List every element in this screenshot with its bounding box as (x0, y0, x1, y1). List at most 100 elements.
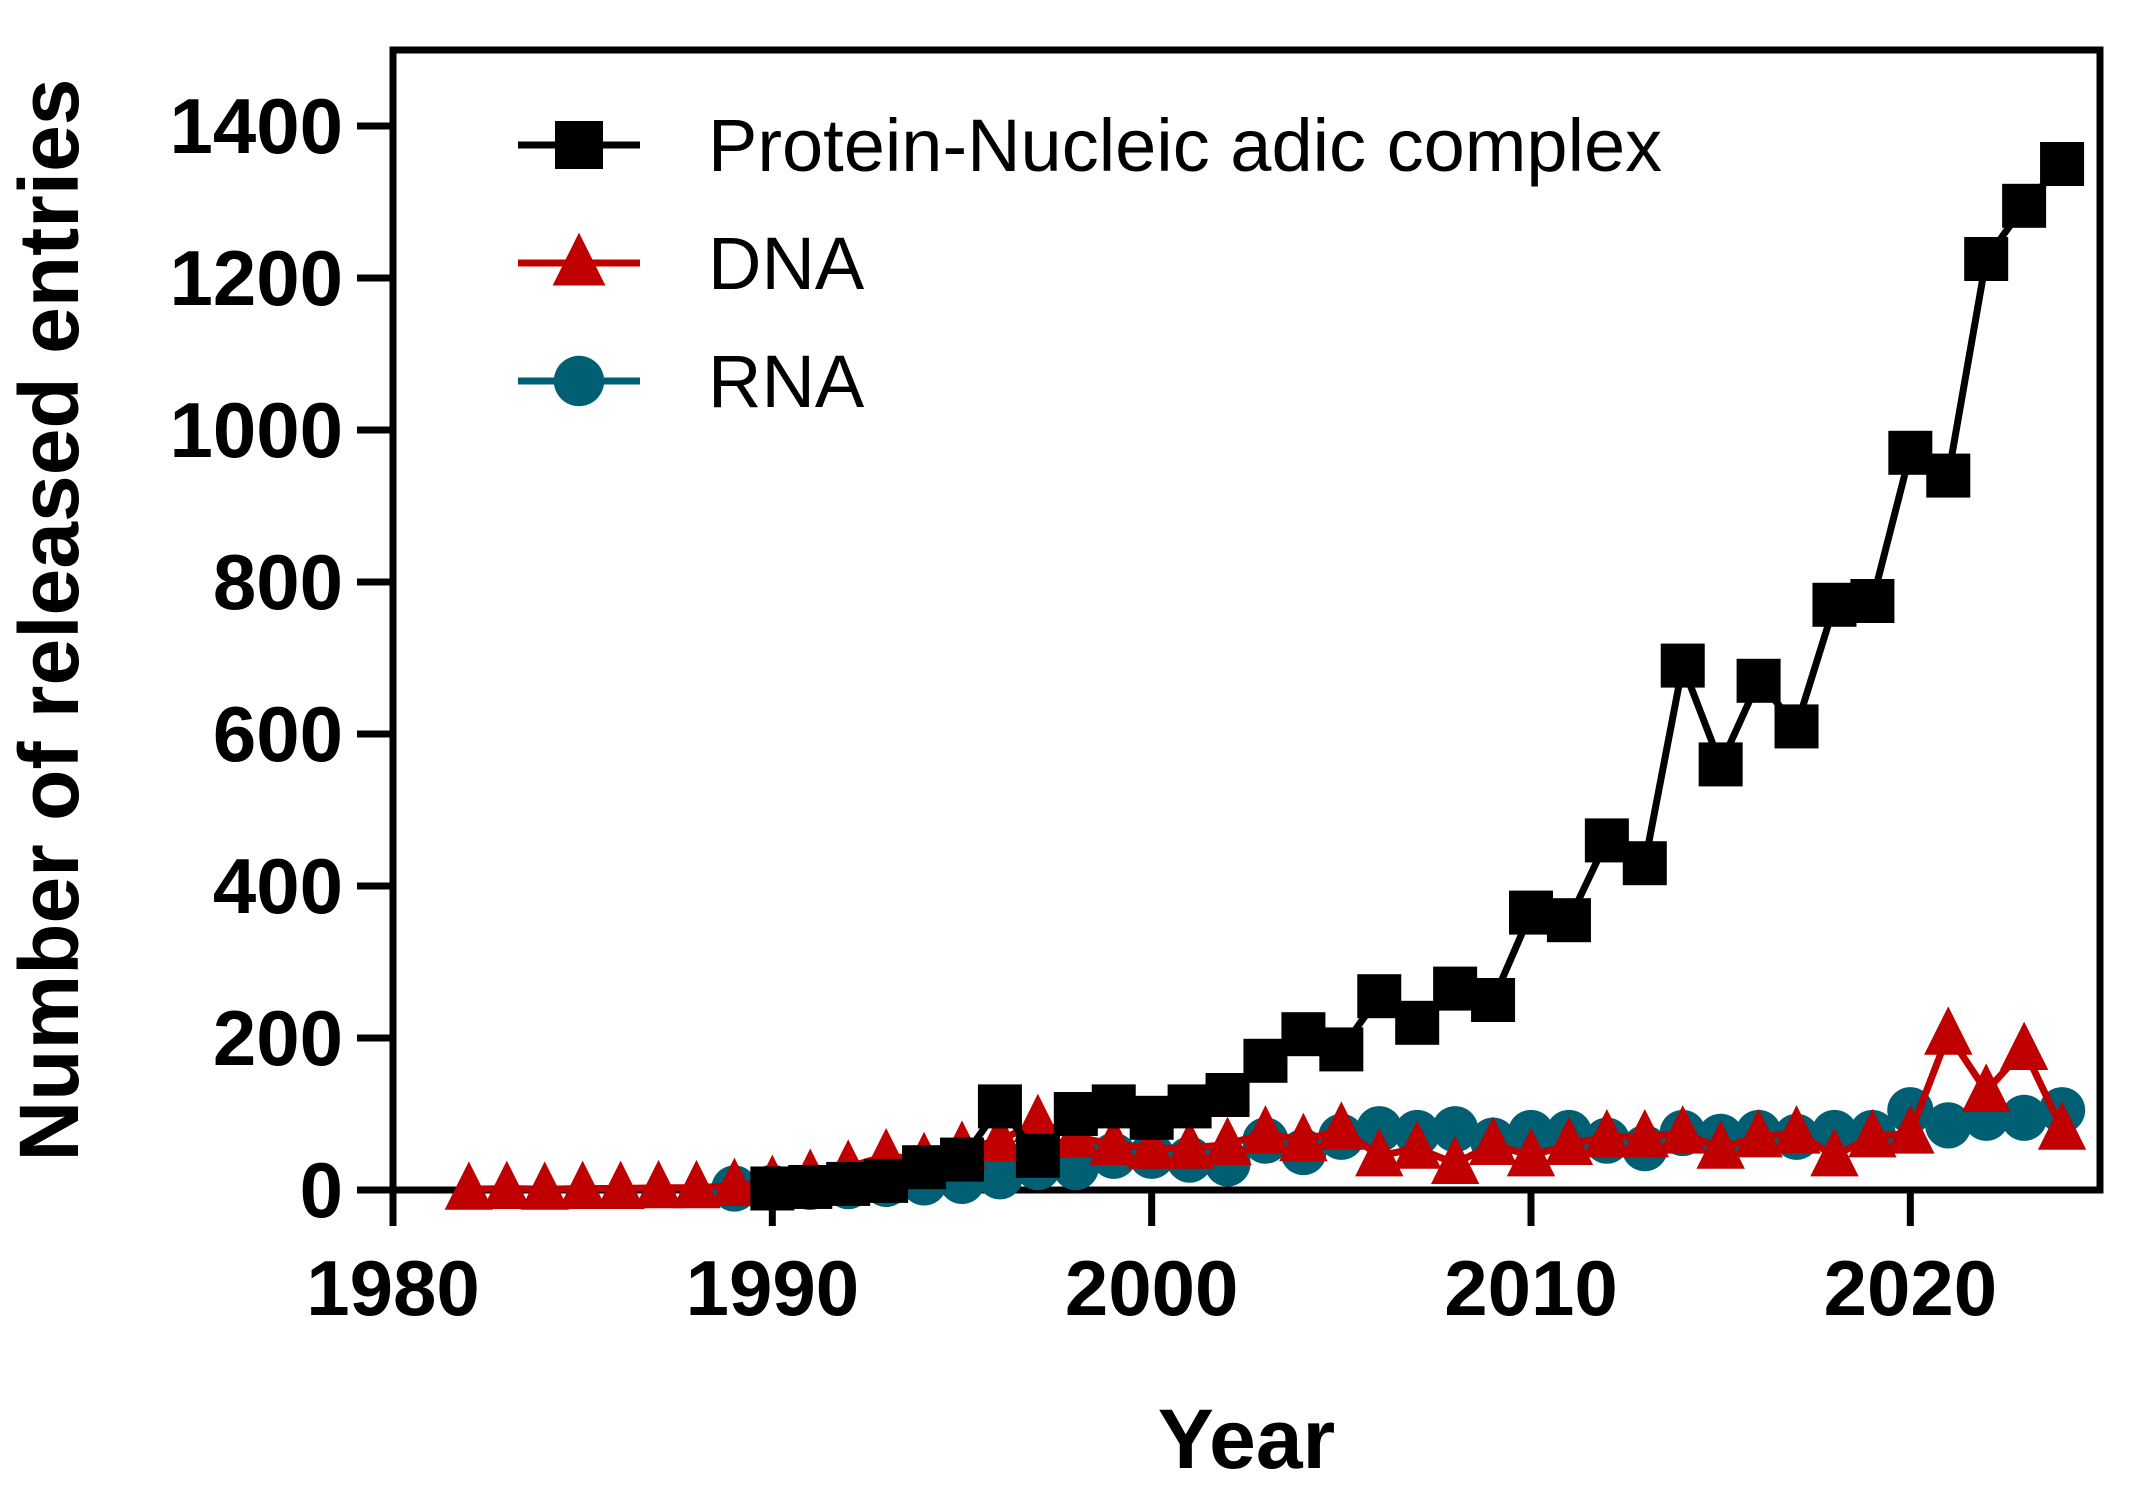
data-point (1622, 841, 1667, 886)
data-point (788, 1164, 833, 1209)
data-point (1167, 1084, 1212, 1129)
data-point (1279, 1112, 1328, 1162)
y-tick-label: 1000 (169, 386, 343, 474)
data-point (1774, 704, 1819, 749)
data-point (976, 1153, 1024, 1200)
y-tick-label: 200 (213, 994, 343, 1082)
data-point (1999, 1021, 2049, 1070)
series-protein-nucleic-adic-complex (750, 142, 2085, 1211)
y-tick-label: 400 (213, 842, 343, 930)
data-point (1772, 1105, 1821, 1154)
data-point (1660, 643, 1705, 688)
data-point (1584, 818, 1629, 863)
data-point (1848, 1108, 1897, 1158)
x-tick-label: 2020 (1824, 1244, 1998, 1332)
data-point (1850, 579, 1895, 623)
data-point (750, 1166, 795, 1211)
y-axis-title: Number of released entries (2, 78, 96, 1161)
data-point (520, 1161, 569, 1210)
data-point (1736, 658, 1781, 703)
data-point (2001, 1094, 2048, 1141)
data-point (672, 1159, 721, 1209)
data-point (1926, 453, 1971, 498)
data-point (1812, 582, 1857, 627)
data-point (1053, 1092, 1098, 1136)
data-point (1432, 1106, 1479, 1153)
data-point (864, 1158, 909, 1203)
data-point (1357, 974, 1402, 1019)
data-point (1089, 1116, 1138, 1165)
data-point (1698, 742, 1743, 787)
data-point (1433, 966, 1478, 1011)
data-point (1582, 1108, 1632, 1158)
data-point (1925, 1102, 1972, 1149)
data-point (2040, 142, 2085, 186)
data-point (1468, 1116, 1518, 1165)
data-point (1471, 978, 1516, 1022)
legend-label: Protein-Nucleic adic complex (708, 104, 1662, 187)
data-point (2037, 1101, 2087, 1150)
y-tick-label: 0 (300, 1146, 343, 1234)
data-point (1165, 1120, 1214, 1169)
data-point (1962, 1063, 2011, 1112)
data-point (1317, 1101, 1366, 1150)
y-tick-label: 1400 (169, 82, 343, 170)
data-point (1658, 1105, 1707, 1154)
data-point (1964, 237, 2009, 281)
data-point (975, 1112, 1025, 1162)
data-point (482, 1160, 531, 1210)
data-point (710, 1157, 759, 1207)
legend-marker (552, 232, 606, 286)
data-point (1886, 1105, 1935, 1154)
data-point (1509, 890, 1553, 935)
y-tick-label: 600 (213, 690, 343, 778)
data-point (826, 1161, 871, 1206)
data-point (1241, 1105, 1290, 1154)
x-tick-label: 1990 (686, 1244, 860, 1332)
data-point (1015, 1133, 1060, 1178)
data-point (1546, 898, 1591, 943)
y-tick-label: 1200 (169, 234, 343, 322)
data-point (1091, 1084, 1136, 1129)
data-point (1127, 1120, 1176, 1169)
data-point (977, 1084, 1022, 1129)
legend-item: Protein-Nucleic adic complex (518, 104, 1662, 187)
data-point (940, 1137, 984, 1182)
legend: Protein-Nucleic adic complex DNA RNA (518, 104, 1662, 423)
data-point (1393, 1120, 1442, 1169)
y-tick-label: 800 (213, 538, 343, 626)
data-point (1620, 1108, 1669, 1158)
axes: 0 200 400 600 800 1000 1200 1400 1980 1990 2000 201… (169, 46, 2104, 1332)
legend-label: DNA (708, 222, 865, 305)
data-point (1395, 1000, 1440, 1045)
data-point (1013, 1093, 1063, 1143)
plot-frame (389, 46, 2104, 1194)
data-point (444, 1161, 494, 1210)
data-point (1319, 1027, 1364, 1072)
data-point (1810, 1127, 1859, 1177)
data-point (2002, 183, 2047, 228)
legend-marker (555, 121, 603, 169)
series-layer (444, 142, 2087, 1212)
data-point (1924, 1006, 1973, 1055)
data-point (902, 1145, 947, 1190)
data-point (1506, 1127, 1556, 1177)
data-point (1888, 430, 1933, 475)
data-point (1430, 1135, 1480, 1184)
data-point (1734, 1108, 1783, 1158)
data-point (634, 1159, 683, 1209)
data-point (558, 1160, 607, 1210)
data-point (1203, 1116, 1252, 1165)
legend-item: RNA (518, 340, 865, 423)
legend-item: DNA (518, 222, 865, 305)
data-point (1205, 1073, 1250, 1117)
x-axis-title: Year (1158, 1392, 1336, 1485)
x-tick-label: 2000 (1065, 1244, 1239, 1332)
data-point (1129, 1095, 1174, 1140)
data-point (1696, 1120, 1745, 1169)
data-point (1355, 1127, 1404, 1177)
x-tick-label: 2010 (1444, 1244, 1618, 1332)
series-dna (444, 1006, 2087, 1210)
data-point (1281, 1012, 1326, 1057)
